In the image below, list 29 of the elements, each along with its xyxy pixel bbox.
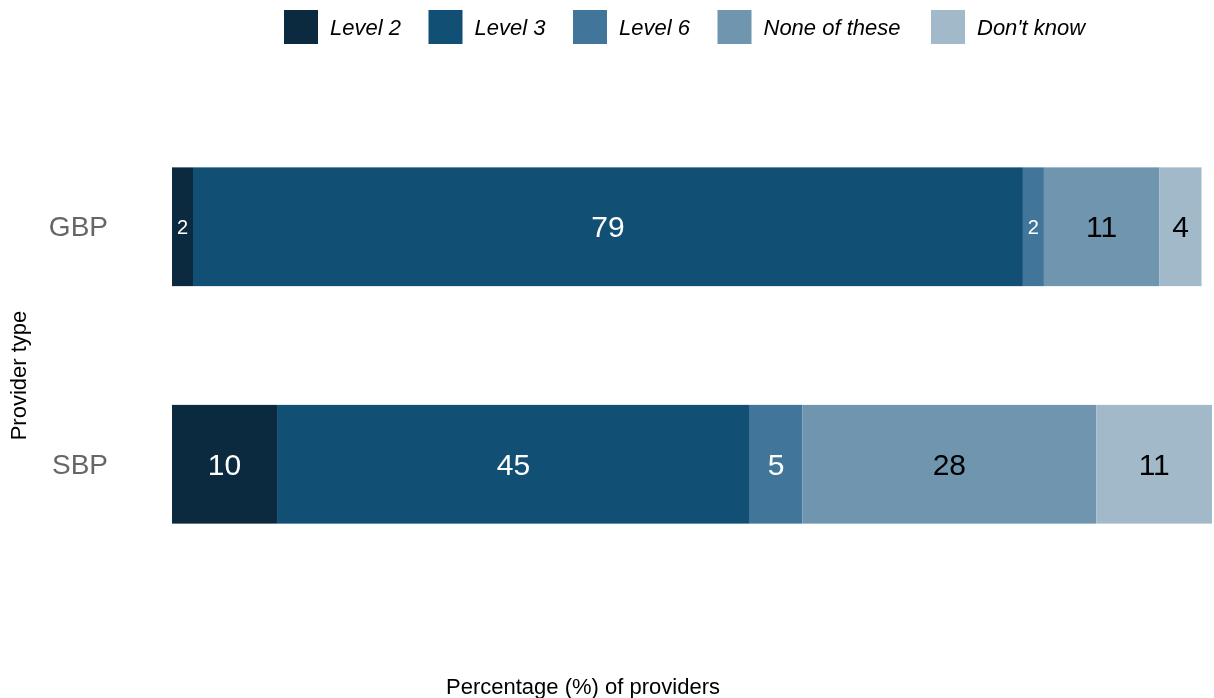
x-axis-title: Percentage (%) of providers bbox=[446, 674, 720, 698]
data-label: 11 bbox=[1086, 210, 1118, 244]
legend-label: None of these bbox=[763, 14, 901, 40]
data-label: 4 bbox=[1172, 210, 1189, 244]
data-label: 5 bbox=[767, 447, 785, 481]
y-tick-label: GBP bbox=[48, 211, 108, 243]
data-label: 11 bbox=[1138, 447, 1170, 481]
bar bbox=[749, 404, 803, 524]
bar bbox=[1096, 404, 1212, 524]
bar bbox=[193, 167, 1023, 287]
data-label: 10 bbox=[207, 447, 242, 481]
y-axis-title: Provider type bbox=[6, 310, 31, 441]
bar bbox=[1043, 167, 1160, 287]
bar bbox=[1159, 167, 1202, 287]
data-label: 2 bbox=[1027, 215, 1039, 238]
bar bbox=[172, 167, 194, 287]
y-tick-label: SBP bbox=[51, 448, 108, 480]
legend-label: Level 3 bbox=[474, 14, 547, 40]
legend-label: Level 6 bbox=[619, 14, 691, 40]
data-label: 28 bbox=[932, 447, 967, 481]
bar bbox=[802, 404, 1097, 524]
bar bbox=[277, 404, 750, 524]
legend-label: Don't know bbox=[977, 14, 1088, 40]
legend-label: Level 2 bbox=[330, 14, 401, 40]
data-label: 79 bbox=[591, 210, 625, 244]
bar bbox=[1022, 167, 1044, 287]
bar bbox=[172, 404, 278, 524]
data-label: 2 bbox=[176, 215, 189, 238]
data-label: 45 bbox=[496, 447, 531, 481]
